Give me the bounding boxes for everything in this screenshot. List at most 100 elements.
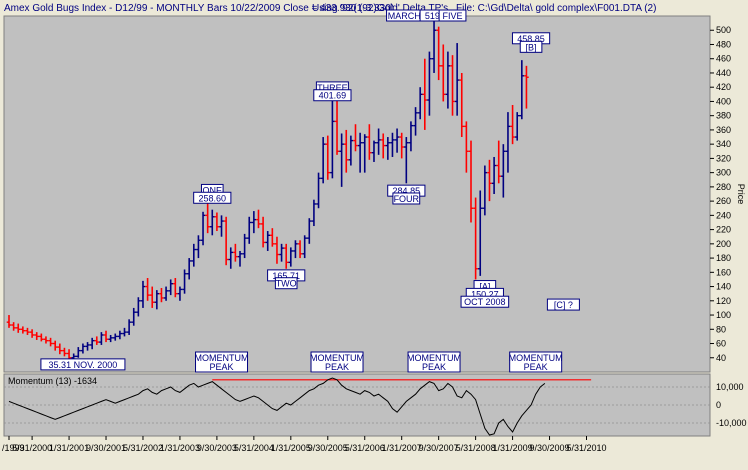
ohlc-bar [464,121,469,173]
ohlc-bar [371,140,377,162]
price-panel [3,15,711,373]
price-tick-label: 260 [716,196,731,206]
ohlc-bar [283,243,289,269]
annotation-label-box [460,295,510,308]
header-source: Using '92(192)Gold' Delta TP's [312,3,448,14]
ohlc-bar [427,51,432,116]
ohlc-bar [108,334,113,343]
momentum-y-ticks: 10,000 0 -10,000 [4,382,747,428]
price-tick-label: 60 [716,339,726,349]
momentum-series-line [8,377,546,436]
momentum-peak-line1: MOMENTUM [195,353,249,363]
ohlc-bar [325,135,331,180]
x-tick-label: 1/31/2001 [49,443,89,453]
annotation-label: 35.31 NOV. 2000 [40,358,126,371]
annotation-label-box [546,298,580,311]
price-tick-label: 240 [716,210,731,220]
price-tick-label: 120 [716,296,731,306]
ohlc-bar [343,129,349,173]
price-tick-label: 500 [716,25,731,35]
ohlc-bar [307,218,312,244]
ohlc-bar [200,211,206,246]
ohlc-bar [357,132,363,173]
ohlc-bar [196,235,201,259]
annotation-label: 401.69 [313,89,352,102]
annotation-label-text: ONE [203,185,223,195]
ohlc-bar [376,128,381,155]
momentum-tick-label: 0 [716,400,721,410]
price-tick-label: 160 [716,267,731,277]
ohlc-bar [251,211,257,234]
annotation-label-box [392,192,421,205]
ohlc-bar [136,297,141,317]
ohlc-bar [445,51,451,109]
header-file: File: C:\Gd\Delta\ gold complex\F001.DTA… [456,3,656,14]
annotation-label-box [519,40,543,53]
ohlc-bar [99,332,104,345]
price-tick-label: 480 [716,39,731,49]
x-tick-label: 5/31/2004 [234,443,274,453]
ohlc-bar [297,240,303,259]
ohlc-bar [270,228,275,247]
ohlc-bar [242,233,247,259]
ohlc-bar [302,235,307,259]
ohlc-bar [154,290,160,310]
momentum-tick-label: -10,000 [716,418,747,428]
ohlc-bar [468,140,474,223]
ohlc-bar [94,336,100,345]
ohlc-bar [103,330,109,343]
ohlc-bar [80,343,86,354]
ohlc-bar [473,197,478,280]
price-tick-label: 440 [716,68,731,78]
x-tick-label: 9/30/2001 [86,443,126,453]
price-tick-label: 40 [716,353,726,363]
ohlc-bar [182,269,187,294]
price-tick-label: 200 [716,239,731,249]
ohlc-bar [450,55,455,116]
ohlc-bar [417,87,423,120]
x-tick-label: 5/31/2008 [456,443,496,453]
momentum-peak-line2: PEAK [325,362,349,372]
ohlc-bar [122,327,127,337]
price-tick-label: 460 [716,54,731,64]
price-tick-label: 340 [716,139,731,149]
annotation-label-text: 165.71 [272,271,300,281]
ohlc-bar [168,279,173,296]
ohlc-bar [436,26,441,81]
ohlc-bar [334,100,340,155]
price-axis-label: Price [736,184,746,205]
x-tick-label: 9/30/2007 [419,443,459,453]
ohlc-bar [219,215,224,237]
ohlc-bar [25,327,30,335]
ohlc-bar [112,333,118,341]
momentum-peak-line2: PEAK [524,362,548,372]
ohlc-bar [6,315,12,328]
annotation-label-text: OCT 2008 [464,297,505,307]
momentum-peak-box [195,351,249,373]
ohlc-bar [76,347,81,358]
price-tick-label: 220 [716,225,731,235]
annotation-label-text: 258.60 [199,193,227,203]
ohlc-bar [320,137,326,184]
price-tick-label: 380 [716,111,731,121]
ohlc-bar [501,144,506,198]
ohlc-bar [15,323,21,333]
ohlc-bar [519,60,525,120]
ohlc-bar [29,329,35,338]
ohlc-bar [149,286,155,308]
ohlc-bar [380,133,386,159]
ohlc-bar [39,333,44,342]
annotation-label-text: THREE [317,83,348,93]
price-tick-label: 100 [716,310,731,320]
ohlc-bar [163,286,169,301]
ohlc-bar [454,43,460,116]
ohlc-bar [487,159,492,202]
x-tick-label: 1/31/2007 [382,443,422,453]
price-y-ticks: 40 60 80 100 120 140 160 180 200 220 240 260 280 300 3… [710,25,731,363]
ohlc-bar [404,137,409,184]
ohlc-bar [89,337,95,350]
ohlc-bar [34,332,40,340]
